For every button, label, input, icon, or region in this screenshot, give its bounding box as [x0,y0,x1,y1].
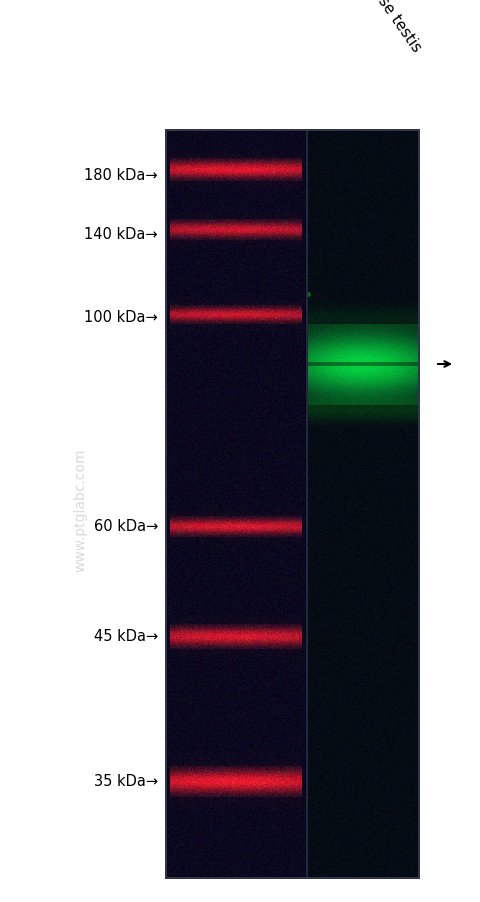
Text: 140 kDa→: 140 kDa→ [84,227,158,243]
Text: 35 kDa→: 35 kDa→ [94,774,158,788]
Text: 100 kDa→: 100 kDa→ [84,310,158,325]
Text: 180 kDa→: 180 kDa→ [84,167,158,182]
Text: 60 kDa→: 60 kDa→ [94,519,158,534]
Text: www.ptglabc.com: www.ptglabc.com [73,447,87,571]
Text: mouse testis: mouse testis [356,0,424,55]
Text: 45 kDa→: 45 kDa→ [94,629,158,644]
